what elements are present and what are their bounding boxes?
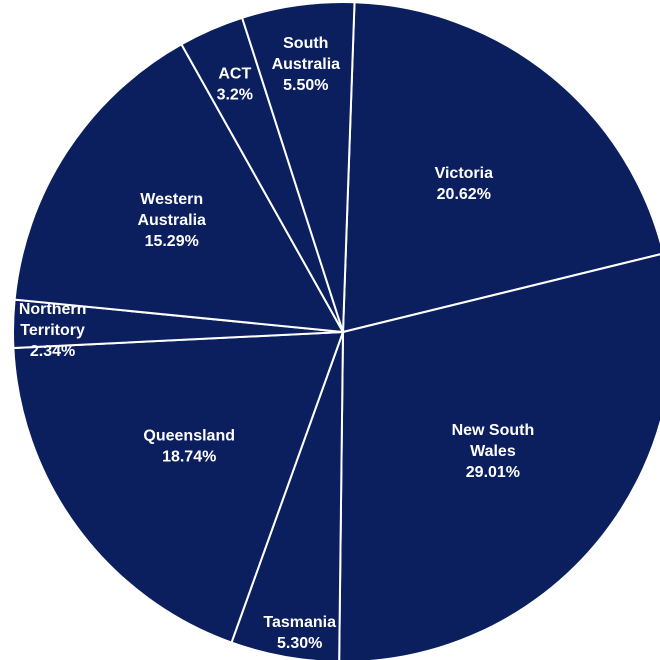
pie-slices bbox=[13, 2, 660, 660]
slice-percent: 5.30% bbox=[277, 635, 322, 652]
slice-name: Australia bbox=[272, 56, 341, 73]
slice-percent: 15.29% bbox=[145, 233, 199, 250]
slice-name: Northern bbox=[19, 301, 87, 318]
slice-name: New South bbox=[452, 422, 535, 439]
slice-name: Queensland bbox=[143, 427, 235, 444]
slice-name: Tasmania bbox=[263, 614, 336, 631]
slice-percent: 2.34% bbox=[30, 343, 75, 360]
slice-percent: 5.50% bbox=[283, 77, 328, 94]
slice-percent: 3.2% bbox=[217, 87, 253, 104]
slice-name: South bbox=[283, 35, 328, 52]
slice-percent: 20.62% bbox=[437, 186, 491, 203]
slice-name: Western bbox=[140, 191, 203, 208]
slice-percent: 29.01% bbox=[466, 464, 520, 481]
slice-name: ACT bbox=[218, 66, 251, 83]
slice-label: Western Australia 15.29% bbox=[137, 191, 206, 250]
slice-name: Australia bbox=[137, 212, 206, 229]
slice-percent: 18.74% bbox=[162, 448, 216, 465]
slice-name: Wales bbox=[470, 443, 516, 460]
slice-name: Territory bbox=[20, 322, 85, 339]
slice-name: Victoria bbox=[435, 165, 494, 182]
